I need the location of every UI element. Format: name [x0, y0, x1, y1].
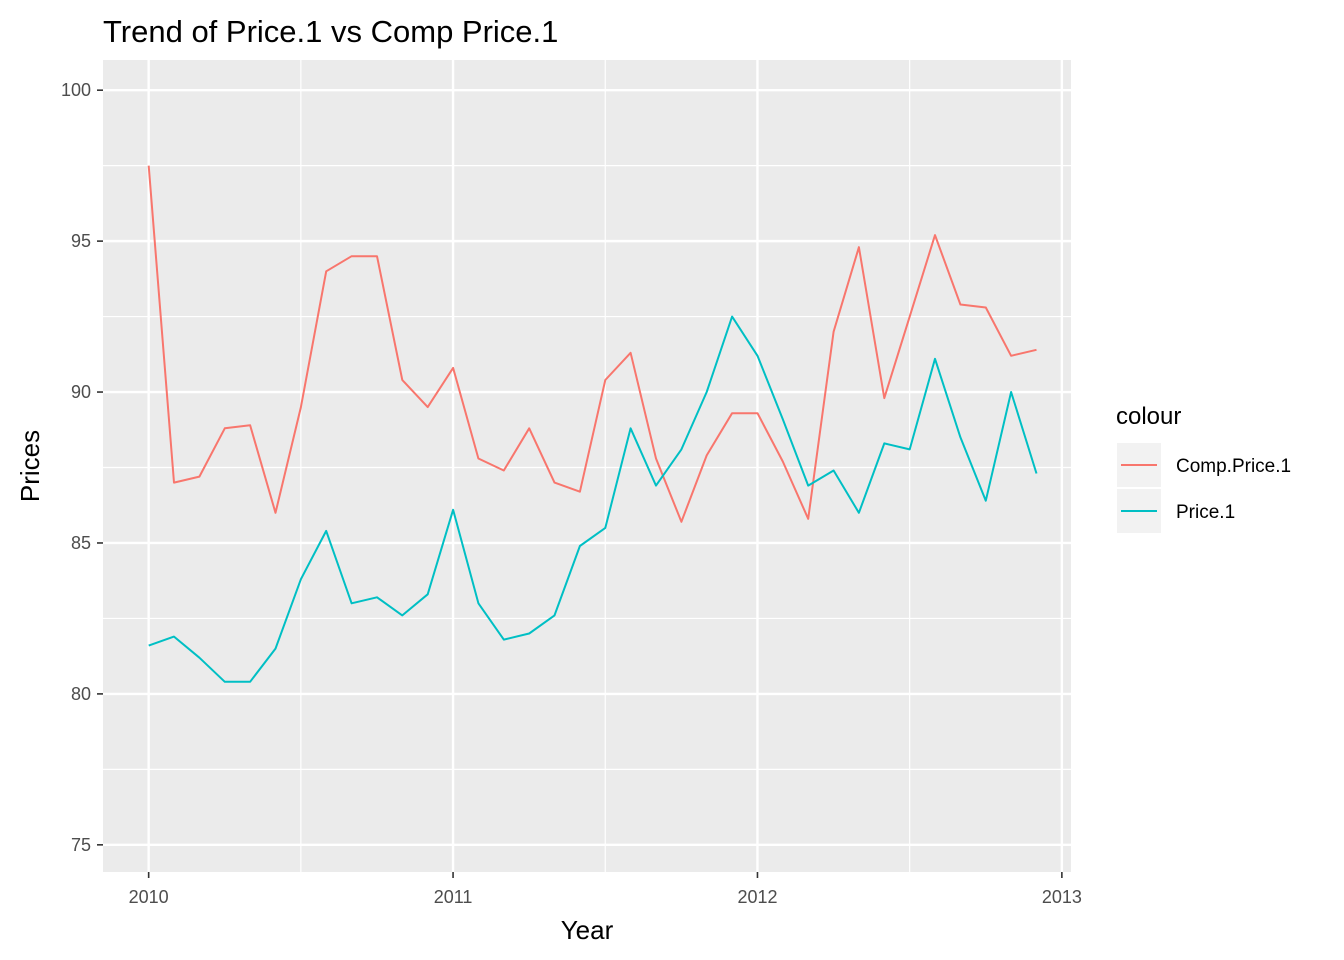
x-tick-label: 2011 [434, 887, 473, 907]
y-axis: 75 80 85 90 95 100 [61, 80, 103, 855]
y-tick-label: 80 [71, 684, 91, 704]
legend-label: Comp.Price.1 [1176, 456, 1291, 477]
plot-panel [103, 60, 1071, 872]
x-tick-label: 2013 [1042, 887, 1082, 907]
y-tick-label: 85 [71, 533, 91, 553]
y-axis-title: Prices [15, 430, 45, 502]
legend-title: colour [1116, 403, 1181, 430]
x-axis: 2010 2011 2012 2013 [129, 872, 1082, 907]
major-gridlines [103, 60, 1071, 872]
chart-title: Trend of Price.1 vs Comp Price.1 [103, 14, 558, 49]
y-tick-label: 100 [61, 80, 91, 100]
x-tick-label: 2012 [737, 887, 777, 907]
series-line-comp-price-1 [147, 165, 1037, 523]
y-tick-label: 95 [71, 231, 91, 251]
x-axis-title: Year [561, 915, 614, 945]
legend: colour Comp.Price.1 Price.1 [1116, 403, 1291, 533]
minor-gridlines [103, 60, 1071, 872]
legend-label: Price.1 [1176, 502, 1235, 523]
y-tick-label: 90 [71, 382, 91, 402]
series-lines [147, 165, 1038, 683]
series-line-price-1 [148, 315, 1038, 683]
x-tick-label: 2010 [129, 887, 169, 907]
y-tick-label: 75 [71, 835, 91, 855]
